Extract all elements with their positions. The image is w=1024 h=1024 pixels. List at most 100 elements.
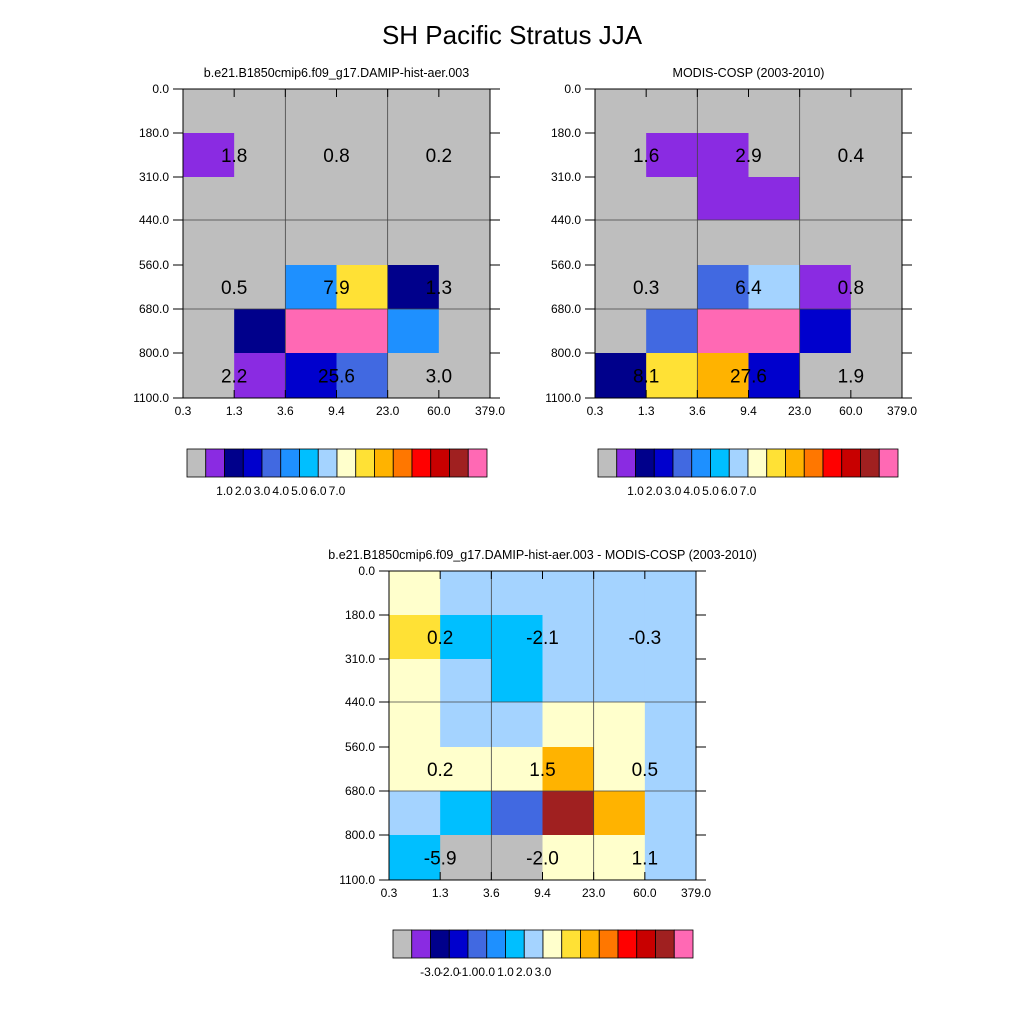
- data-label: 0.4: [838, 146, 865, 167]
- heatmap-cell: [183, 89, 235, 134]
- colorbar-swatch: [673, 929, 694, 959]
- colorbar-label: 1.0: [216, 484, 233, 498]
- data-label: -2.1: [526, 628, 559, 649]
- data-label: 0.5: [632, 760, 658, 781]
- x-tick-label: 379.0: [681, 886, 711, 900]
- heatmap-cell: [183, 309, 235, 354]
- heatmap-cell: [438, 353, 491, 399]
- colorbar-label: 3.0: [535, 965, 552, 979]
- heatmap-cell: [542, 659, 595, 703]
- colorbar-swatch: [616, 448, 636, 478]
- heatmap-cell: [799, 220, 852, 266]
- heatmap-cell: [440, 615, 492, 660]
- heatmap-cell: [595, 353, 647, 399]
- heatmap-cell: [644, 702, 697, 748]
- heatmap-cell: [234, 177, 286, 221]
- colorbar-swatch: [822, 448, 843, 478]
- heatmap-cell: [389, 615, 441, 660]
- heatmap-cell: [183, 220, 235, 266]
- y-tick-label: 800.0: [345, 828, 375, 842]
- colorbar-label: 3.0: [254, 484, 271, 498]
- data-label: 1.3: [426, 278, 452, 299]
- heatmap-cell: [491, 615, 543, 660]
- x-tick-label: 3.6: [483, 886, 500, 900]
- heatmap-cell: [799, 89, 852, 134]
- heatmap-cell: [285, 133, 337, 178]
- heatmap-cell: [438, 220, 491, 266]
- heatmap-cell: [440, 747, 492, 792]
- x-tick-label: 3.6: [277, 404, 294, 418]
- colorbar-swatch: [580, 929, 600, 959]
- y-tick-label: 310.0: [139, 170, 169, 184]
- x-tick-label: 9.4: [534, 886, 551, 900]
- colorbar-swatch: [392, 448, 413, 478]
- colorbar-label: 3.0: [665, 484, 682, 498]
- heatmap-cell: [646, 309, 698, 354]
- colorbar-swatch: [336, 448, 357, 478]
- y-tick-label: 680.0: [345, 784, 375, 798]
- data-label: 0.8: [323, 146, 349, 167]
- colorbar-swatch: [430, 448, 450, 478]
- data-label: 3.0: [426, 367, 452, 388]
- x-tick-label: 3.6: [689, 404, 706, 418]
- x-tick-label: 23.0: [582, 886, 606, 900]
- heatmap-cell: [595, 177, 647, 221]
- y-tick-label: 800.0: [139, 346, 169, 360]
- data-label: 1.1: [632, 849, 658, 870]
- colorbar-swatch: [747, 448, 768, 478]
- colorbar-swatch: [224, 448, 244, 478]
- x-tick-label: 9.4: [328, 404, 345, 418]
- colorbar-swatch: [710, 448, 730, 478]
- colorbar-label: 6.0: [721, 484, 738, 498]
- colorbar-swatch: [523, 929, 544, 959]
- heatmap-cell: [491, 702, 543, 748]
- heatmap-cell: [285, 89, 337, 134]
- heatmap-cell: [336, 265, 389, 310]
- colorbar-label: -2.0: [439, 965, 460, 979]
- heatmap-cell: [491, 571, 543, 616]
- y-tick-label: 1100.0: [339, 873, 375, 887]
- heatmap-cell: [387, 133, 440, 178]
- colorbar-label: 7.0: [740, 484, 757, 498]
- heatmap-cell: [748, 220, 801, 266]
- heatmap-cell: [491, 835, 543, 881]
- heatmap-cell: [644, 747, 697, 792]
- heatmap-cell: [542, 791, 595, 836]
- heatmap-cell: [389, 835, 441, 881]
- y-tick-label: 680.0: [139, 302, 169, 316]
- x-tick-label: 23.0: [376, 404, 400, 418]
- colorbar-label: 0.0: [478, 965, 495, 979]
- heatmap-cell: [748, 89, 801, 134]
- data-label: 2.2: [221, 367, 247, 388]
- x-tick-label: 23.0: [788, 404, 812, 418]
- heatmap-cell: [799, 309, 852, 354]
- heatmap-cell: [748, 309, 801, 354]
- heatmap-cell: [387, 265, 440, 310]
- heatmap-cell: [438, 89, 491, 134]
- y-tick-label: 180.0: [345, 608, 375, 622]
- y-tick-label: 560.0: [345, 740, 375, 754]
- heatmap-cell: [593, 659, 646, 703]
- heatmap-cell: [285, 177, 337, 221]
- heatmap-cell: [697, 89, 749, 134]
- y-tick-label: 560.0: [139, 258, 169, 272]
- heatmap-cell: [183, 177, 235, 221]
- x-tick-label: 60.0: [427, 404, 451, 418]
- y-tick-label: 180.0: [139, 126, 169, 140]
- data-label: 0.2: [426, 146, 452, 167]
- heatmap-cell: [593, 835, 646, 881]
- colorbar-label: -3.0: [420, 965, 441, 979]
- heatmap-cell: [646, 133, 698, 178]
- heatmap-cell: [438, 133, 491, 178]
- colorbar-swatch: [636, 929, 656, 959]
- heatmap-cell: [644, 791, 697, 836]
- data-label: 1.9: [838, 367, 864, 388]
- colorbar-swatch: [597, 448, 618, 478]
- heatmap-cell: [234, 353, 286, 399]
- x-tick-label: 0.3: [587, 404, 604, 418]
- colorbar-swatch: [392, 929, 413, 959]
- data-label: 7.9: [323, 278, 349, 299]
- x-tick-label: 9.4: [740, 404, 757, 418]
- colorbar-swatch: [261, 448, 282, 478]
